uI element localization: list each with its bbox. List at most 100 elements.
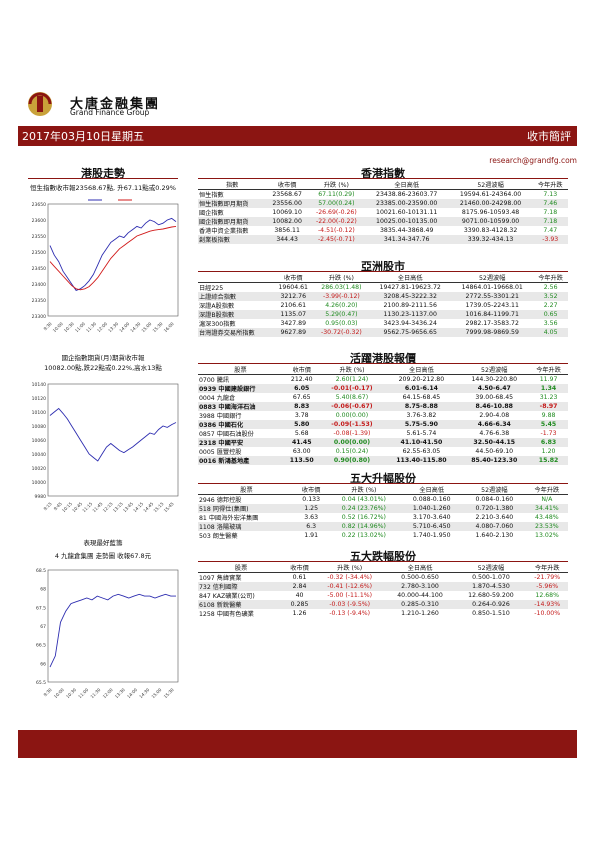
y-tick-label: 23650 (32, 202, 46, 208)
table-cell: 5.40(8.67) (335, 394, 369, 401)
table-cell: 31.23 (539, 394, 558, 401)
table-cell: 0.04 (43.01%) (341, 496, 386, 503)
table-cell: 3423.94-3436.24 (383, 320, 437, 327)
table-cell: 3856.11 (274, 227, 300, 234)
table-cell: 23438.86-23603.77 (376, 191, 438, 198)
y-tick-label: 10140 (32, 382, 46, 388)
y-tick-label: 23450 (32, 266, 46, 272)
x-tick-label: 14:00 (118, 321, 130, 333)
table-cell: 0939 中國建設銀行 (198, 384, 283, 393)
y-tick-label: 68 (40, 587, 46, 593)
table-cell: 1130.23-1137.00 (369, 310, 452, 319)
table-cell: 2.780-3.100 (384, 582, 456, 591)
table-cell: 1258 中國有色礦業 (199, 611, 254, 618)
table-cell: 2.56 (543, 284, 558, 291)
table-row: 國企指數 10069.10 -26.69(-0.26) 10021.60-10131.… (198, 208, 568, 217)
table-header-row: 股票 收市價 升跌 (%) 全日高低 52週波幅 今年升跌 (198, 563, 568, 573)
brand-name-cn: 大唐金融集團 (70, 97, 161, 112)
table-cell: 0.500-1.070 (472, 574, 510, 581)
table-cell: 4.66-6.34 (459, 420, 530, 429)
losers-title-rule (198, 561, 568, 562)
table-cell: 344.43 (266, 235, 309, 244)
y-tick-label: 10120 (32, 396, 46, 402)
table-cell: 2318 中國平安 (198, 438, 283, 447)
table-cell: 0.084-0.160 (475, 496, 514, 503)
table-cell: -21.79% (534, 574, 561, 581)
table-row: 滬深300指數 3427.89 0.95(0.03) 3423.94-3436.24 2… (198, 319, 568, 328)
contact-email[interactable]: research@grandfg.com (489, 156, 577, 165)
table-cell: 3208.45-3222.32 (369, 292, 452, 301)
table-cell: 7.18 (532, 217, 568, 226)
table-cell: -4.51(-0.12) (317, 227, 355, 234)
hk-index-title-rule (198, 178, 568, 179)
table-cell: 4.76-6.38 (479, 430, 510, 437)
table-cell: 2100.89-2111.56 (383, 302, 437, 309)
table-cell: 503 朗生醫藥 (199, 533, 238, 540)
table-cell: 40.000-44.100 (397, 592, 443, 599)
column-header: 收市價 (282, 365, 321, 375)
table-cell: 1739.05-2243.11 (465, 302, 519, 309)
table-cell: 3427.89 (280, 320, 307, 327)
table-cell: 台灣證券交易所指數 (198, 328, 273, 337)
column-header: 收市價 (284, 563, 315, 573)
table-cell: 日經225 (199, 285, 224, 292)
x-tick-label: 13:45 (122, 501, 134, 513)
x-tick-label: 10:15 (61, 501, 73, 513)
table-cell: 0.00(0.00) (320, 438, 384, 447)
report-type: 收市簡評 (527, 130, 571, 143)
table-cell: 2.60(1.24) (335, 376, 369, 383)
table-cell: 3988 中國銀行 (199, 413, 242, 420)
table-cell: 2.210-3.640 (475, 514, 514, 521)
y-tick-label: 23500 (32, 250, 46, 256)
table-cell: 40 (295, 592, 304, 599)
column-header: 升跌 (%) (314, 563, 385, 573)
table-row: 台灣證券交易所指數 9627.89 -30.72(-0.32) 9562.75-965… (198, 328, 568, 337)
table-cell: 19604.61 (278, 284, 308, 291)
table-cell: 0004 九龍倉 (199, 395, 236, 402)
table-cell: 0.52 (16.72%) (341, 514, 386, 521)
x-tick-label: 12:00 (102, 687, 114, 699)
futures-chart: 10140 10120 10100 10080 10060 10040 10020 10000… (32, 382, 179, 513)
table-cell: 9.88 (541, 412, 556, 419)
table-cell: -2.45(-0.71) (308, 235, 365, 244)
table-cell: 144.30-220.80 (471, 376, 518, 383)
x-tick-label: 11:30 (85, 321, 97, 333)
table-cell: 339.32-434.13 (448, 235, 533, 244)
table-cell: 4.50-6.47 (459, 384, 530, 393)
table-cell: 1016.84-1199.71 (451, 310, 534, 319)
table-cell: 9562.75-9656.65 (369, 328, 452, 337)
table-cell: 4.080-7.060 (463, 522, 526, 531)
table-cell: -0.41 (-12.6%) (314, 582, 385, 591)
table-cell: 0.82 (14.96%) (327, 522, 401, 531)
active-table: 股票 收市價 升跌 (%) 全日高低 52週波幅 今年升跌 0700 騰訊 212.40 2.6… (198, 365, 568, 465)
y-tick-label: 10100 (32, 410, 46, 416)
column-header: 升跌 (%) (327, 485, 401, 495)
table-row: 0939 中國建設銀行 6.05 -0.01(-0.17) 6.01-6.14 4.50… (198, 384, 568, 393)
asia-table: 收市價 升跌 (%) 全日高低 52週波幅 今年升跌 日經225 19604.61 286.0… (198, 273, 568, 337)
column-header: 全日高低 (364, 180, 449, 190)
table-row: 1108 洛陽玻璃 6.3 0.82 (14.96%) 5.710-6.450 4.08… (198, 522, 568, 531)
table-cell: 1.870-4.530 (455, 582, 527, 591)
stock-section-title: 表現最好藍籌 (83, 539, 123, 547)
table-cell: 67.65 (292, 394, 311, 401)
table-cell: 209.20-212.80 (398, 376, 445, 383)
table-cell: 63.00 (292, 448, 311, 455)
table-cell: 1097 雋緯實業 (199, 575, 242, 582)
x-tick-label: 9:15 (43, 501, 53, 511)
table-cell: 深證B股指數 (198, 310, 273, 319)
table-cell: 1.34 (529, 384, 568, 393)
table-row: 0386 中國石化 5.80 -0.09(-1.53) 5.75-5.90 4.66-6… (198, 420, 568, 429)
table-row: 0005 匯豐控股 63.00 0.15(0.24) 62.55-63.05 44.50… (198, 447, 568, 456)
table-cell: 12.68% (535, 592, 559, 599)
table-cell: 0857 中國石油股份 (199, 431, 254, 438)
table-row: 2946 德邦控股 0.133 0.04 (43.01%) 0.088-0.160 0.… (198, 495, 568, 504)
table-cell: 67.11(0.29) (318, 191, 355, 198)
table-cell: 39.00-68.45 (475, 394, 514, 401)
table-cell: 2106.61 (280, 302, 307, 309)
table-cell: 3.76-3.82 (406, 412, 437, 419)
table-header-row: 收市價 升跌 (%) 全日高低 52週波幅 今年升跌 (198, 273, 568, 283)
table-row: 2318 中國平安 41.45 0.00(0.00) 41.10-41.50 32.50… (198, 438, 568, 447)
column-header: 全日高低 (400, 485, 464, 495)
column-header: 股票 (198, 365, 283, 375)
y-tick-label: 66 (40, 661, 46, 667)
